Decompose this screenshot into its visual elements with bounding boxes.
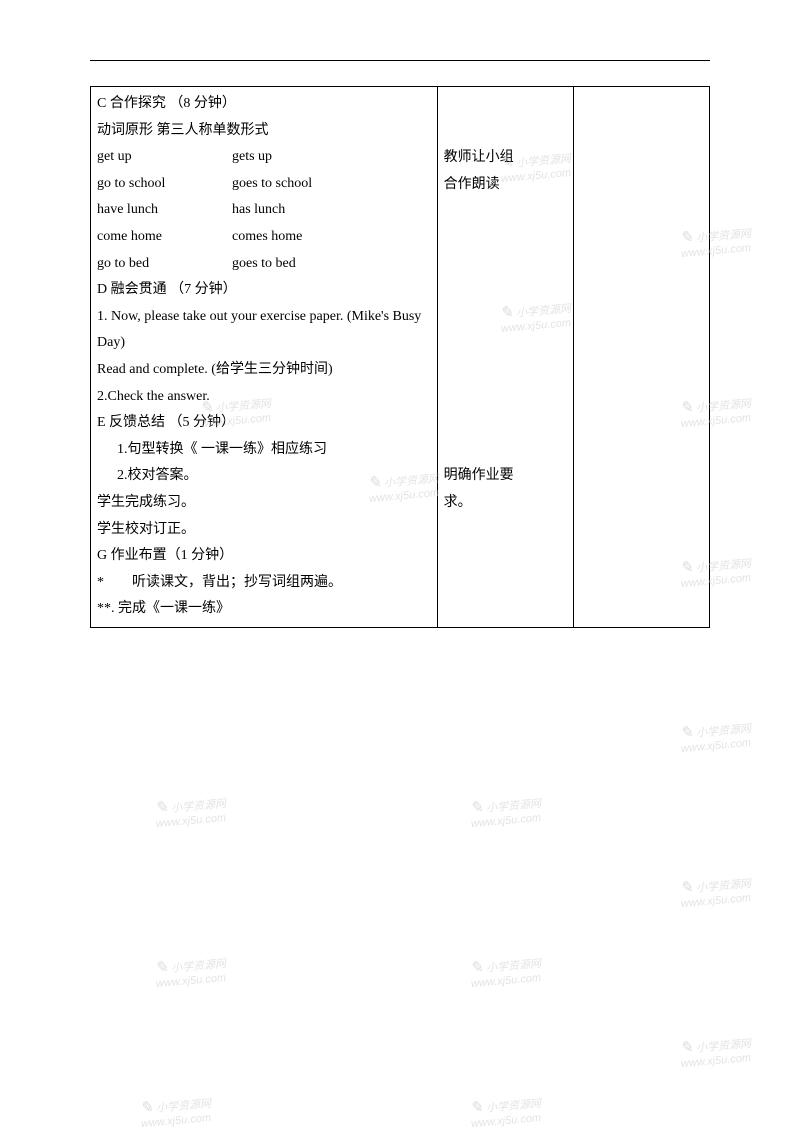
notes-cell: 教师让小组 合作朗读 明确作业要 求。 xyxy=(437,87,573,628)
verb-base: go to bed xyxy=(97,251,232,278)
watermark-icon: ✎ 小学资源网www.xj5u.com xyxy=(154,952,228,990)
verb-table-header: 动词原形 第三人称单数形式 xyxy=(97,118,431,145)
verb-base: come home xyxy=(97,224,232,251)
homework-note: 明确作业要 xyxy=(444,463,567,490)
section-d-title: D 融会贯通 （7 分钟） xyxy=(97,277,431,304)
section-g-title: G 作业布置（1 分钟） xyxy=(97,543,431,570)
section-e-line: 2.校对答案。 xyxy=(97,463,431,490)
verb-third: gets up xyxy=(232,144,272,171)
watermark-icon: ✎ 小学资源网www.xj5u.com xyxy=(469,1092,543,1130)
verb-base: have lunch xyxy=(97,197,232,224)
verb-third: goes to school xyxy=(232,171,312,198)
verb-third: comes home xyxy=(232,224,302,251)
empty-cell xyxy=(573,87,709,628)
watermark-icon: ✎ 小学资源网www.xj5u.com xyxy=(154,792,228,830)
spacer xyxy=(444,198,567,463)
watermark-icon: ✎ 小学资源网www.xj5u.com xyxy=(679,717,753,755)
spacer xyxy=(444,91,567,145)
section-e-line: 学生完成练习。 xyxy=(97,490,431,517)
lesson-plan-table: C 合作探究 （8 分钟） 动词原形 第三人称单数形式 get up gets … xyxy=(90,86,710,628)
main-content-cell: C 合作探究 （8 分钟） 动词原形 第三人称单数形式 get up gets … xyxy=(91,87,438,628)
verb-row: go to school goes to school xyxy=(97,171,431,198)
section-e-title: E 反馈总结 （5 分钟） xyxy=(97,410,431,437)
section-e-line: 1.句型转换《 一课一练》相应练习 xyxy=(97,437,431,464)
teacher-note: 合作朗读 xyxy=(444,172,567,199)
section-e-line: 学生校对订正。 xyxy=(97,517,431,544)
verb-third: has lunch xyxy=(232,197,285,224)
verb-base: get up xyxy=(97,144,232,171)
verb-row: come home comes home xyxy=(97,224,431,251)
table-row: C 合作探究 （8 分钟） 动词原形 第三人称单数形式 get up gets … xyxy=(91,87,710,628)
watermark-icon: ✎ 小学资源网www.xj5u.com xyxy=(679,872,753,910)
teacher-note: 教师让小组 xyxy=(444,145,567,172)
verb-row: have lunch has lunch xyxy=(97,197,431,224)
section-g-line: **. 完成《一课一练》 xyxy=(97,596,431,623)
top-horizontal-rule xyxy=(90,60,710,61)
section-d-line: Read and complete. (给学生三分钟时间) xyxy=(97,357,431,384)
watermark-icon: ✎ 小学资源网www.xj5u.com xyxy=(139,1092,213,1130)
verb-row: get up gets up xyxy=(97,144,431,171)
watermark-icon: ✎ 小学资源网www.xj5u.com xyxy=(469,952,543,990)
homework-note: 求。 xyxy=(444,490,567,517)
verb-third: goes to bed xyxy=(232,251,296,278)
watermark-icon: ✎ 小学资源网www.xj5u.com xyxy=(469,792,543,830)
verb-base: go to school xyxy=(97,171,232,198)
section-c-title: C 合作探究 （8 分钟） xyxy=(97,91,431,118)
section-d-line: 1. Now, please take out your exercise pa… xyxy=(97,304,431,357)
watermark-icon: ✎ 小学资源网www.xj5u.com xyxy=(679,1032,753,1070)
section-g-line: * 听读课文，背出；抄写词组两遍。 xyxy=(97,570,431,597)
section-d-line: 2.Check the answer. xyxy=(97,384,431,411)
verb-row: go to bed goes to bed xyxy=(97,251,431,278)
